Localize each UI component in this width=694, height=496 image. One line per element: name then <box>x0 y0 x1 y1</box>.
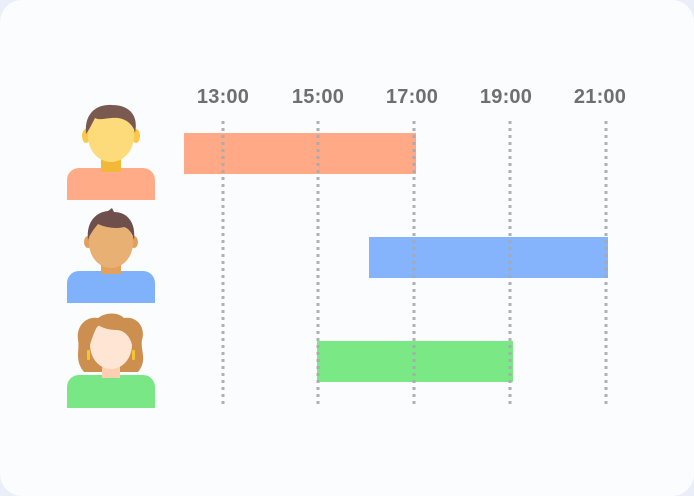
schedule-bar-person-2[interactable] <box>369 237 608 278</box>
hour-label-1500: 15:00 <box>291 86 345 108</box>
avatar-person-3 <box>67 313 155 408</box>
hour-label-1700: 17:00 <box>385 86 439 108</box>
hour-label-1300: 13:00 <box>196 86 250 108</box>
schedule-bar-person-1[interactable] <box>184 133 416 174</box>
avatar-person-2 <box>67 208 155 303</box>
hour-label-2100: 21:00 <box>573 86 627 108</box>
gridlines <box>221 121 608 408</box>
hour-label-1900: 19:00 <box>479 86 533 108</box>
avatar-person-1 <box>67 104 155 200</box>
